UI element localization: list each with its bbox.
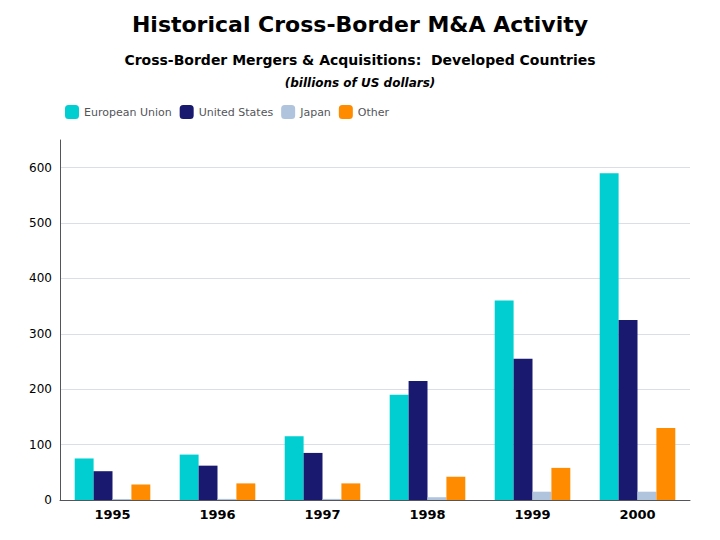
- svg-text:Japan: Japan: [299, 106, 331, 119]
- svg-text:1995: 1995: [94, 507, 130, 522]
- svg-text:100: 100: [29, 438, 52, 452]
- svg-text:200: 200: [29, 382, 52, 396]
- svg-text:1997: 1997: [304, 507, 340, 522]
- svg-text:300: 300: [29, 327, 52, 341]
- svg-text:600: 600: [29, 161, 52, 175]
- svg-text:1998: 1998: [409, 507, 445, 522]
- svg-text:Historical Cross-Border M&A Ac: Historical Cross-Border M&A Activity: [132, 12, 588, 37]
- svg-text:Other: Other: [358, 106, 390, 119]
- svg-text:0: 0: [44, 493, 52, 507]
- svg-text:United States: United States: [199, 106, 274, 119]
- svg-text:1996: 1996: [199, 507, 235, 522]
- svg-text:500: 500: [29, 216, 52, 230]
- svg-text:Cross-Border Mergers & Acquisi: Cross-Border Mergers & Acquisitions: Dev…: [124, 52, 595, 68]
- svg-text:European Union: European Union: [84, 106, 172, 119]
- svg-text:2000: 2000: [619, 507, 655, 522]
- svg-text:(billions of US dollars): (billions of US dollars): [285, 76, 436, 90]
- svg-text:400: 400: [29, 271, 52, 285]
- svg-text:1999: 1999: [514, 507, 550, 522]
